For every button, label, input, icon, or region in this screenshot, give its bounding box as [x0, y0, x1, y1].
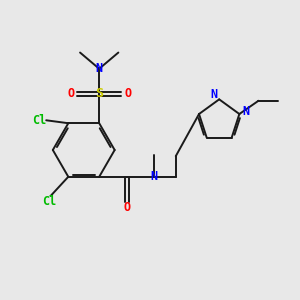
Text: N: N	[210, 88, 218, 101]
Text: Cl: Cl	[42, 195, 56, 208]
Text: Cl: Cl	[33, 114, 47, 127]
Text: O: O	[67, 87, 74, 100]
Text: N: N	[150, 170, 157, 183]
Text: O: O	[124, 201, 131, 214]
Text: O: O	[124, 87, 131, 100]
Text: S: S	[95, 87, 103, 100]
Text: N: N	[242, 105, 249, 118]
Text: N: N	[96, 62, 103, 75]
